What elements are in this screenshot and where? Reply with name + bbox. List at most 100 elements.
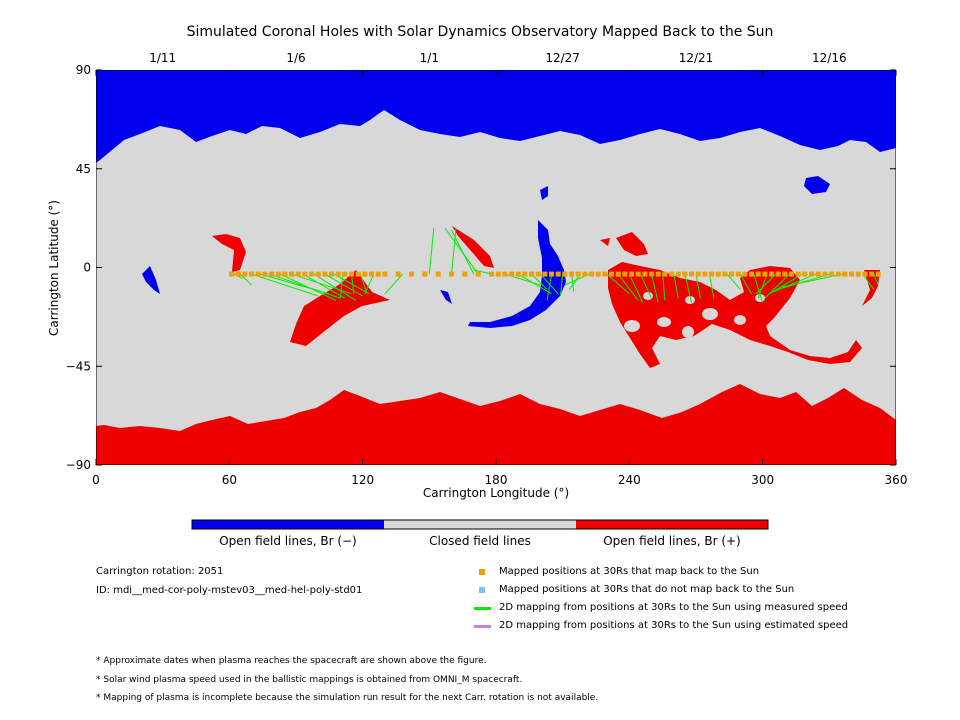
x-tick-label: 180 (485, 473, 508, 487)
mapped-position (815, 271, 821, 277)
coronal-hole-voids (624, 292, 765, 338)
mapped-position (809, 271, 815, 277)
x-tick-label: 300 (751, 473, 774, 487)
top-date-label: 12/16 (812, 51, 847, 65)
mapped-position (449, 271, 455, 277)
mapped-position (495, 271, 501, 277)
x-tick-label: 360 (885, 473, 908, 487)
mapped-position (569, 271, 575, 277)
mapping-link (662, 274, 666, 301)
mapped-position (829, 271, 835, 277)
mapped-position (769, 271, 775, 277)
legend-label-estimated: 2D mapping from positions at 30Rs to the… (499, 620, 849, 631)
mapped-position (502, 271, 508, 277)
mapped-position (729, 271, 735, 277)
y-tick-label: −45 (66, 359, 91, 373)
colorbar-closed (384, 520, 576, 529)
mapped-position (782, 271, 788, 277)
mapped-position (395, 271, 401, 277)
top-dates: 1/11 1/6 1/1 12/27 12/21 12/16 (149, 51, 846, 65)
legend-swatch-measured (474, 607, 491, 610)
mapping-link (651, 273, 659, 303)
mapped-position (662, 271, 668, 277)
y-axis-label: Carrington Latitude (°) (47, 200, 61, 336)
mapping-link (571, 274, 575, 292)
mapped-position (602, 271, 608, 277)
mapped-position (822, 271, 828, 277)
mapped-position (282, 271, 288, 277)
mapping-link (384, 273, 404, 295)
chart-title: Simulated Coronal Holes with Solar Dynam… (187, 24, 774, 40)
mapped-position (842, 271, 848, 277)
mapping-link (778, 273, 830, 290)
x-tick-label: 240 (618, 473, 641, 487)
mapping-link (862, 273, 875, 290)
x-axis-label: Carrington Longitude (°) (423, 486, 569, 500)
mapping-link (451, 227, 457, 275)
mapping-link (351, 274, 355, 294)
mapped-position (835, 271, 841, 277)
mapping-link (708, 273, 715, 299)
mapped-position (715, 271, 721, 277)
mapped-position (775, 271, 781, 277)
y-tick-label: 0 (83, 261, 91, 275)
note-1: * Approximate dates when plasma reaches … (96, 656, 487, 666)
mapped-position (515, 271, 521, 277)
mapping-link (280, 273, 337, 301)
mapped-position (615, 271, 621, 277)
mapped-position (489, 271, 495, 277)
top-date-label: 1/1 (420, 51, 439, 65)
mapping-link (726, 273, 741, 290)
mapped-position (342, 271, 348, 277)
mapped-position (622, 271, 628, 277)
mapping-link (639, 273, 653, 299)
mapped-position (749, 271, 755, 277)
mapped-position (609, 271, 615, 277)
mapping-link (240, 273, 252, 286)
mapped-position (875, 271, 881, 277)
mapped-position (849, 271, 855, 277)
mapped-position (509, 271, 515, 277)
mapped-position (682, 271, 688, 277)
mapped-position (869, 271, 875, 277)
mapped-position (535, 271, 541, 277)
mapped-position (475, 271, 481, 277)
mapping-link (517, 273, 552, 295)
mapping-link (444, 227, 479, 275)
mapping-link (684, 273, 693, 303)
mapped-position (329, 271, 335, 277)
top-date-label: 12/21 (679, 51, 714, 65)
top-date-label: 12/27 (545, 51, 580, 65)
colorbar-label-pos: Open field lines, Br (+) (603, 534, 741, 548)
mapped-position (315, 271, 321, 277)
mapping-link (313, 273, 357, 301)
mapped-position (702, 271, 708, 277)
mapping-link (769, 273, 803, 295)
mapped-position (542, 271, 548, 277)
mapping-link (753, 273, 764, 303)
mapping-link (540, 273, 559, 295)
mapping-link (251, 273, 319, 297)
plot-area (96, 70, 896, 465)
mapping-link (695, 273, 701, 299)
mapping-link (606, 273, 630, 295)
legend-swatch-unmapped (479, 587, 485, 593)
x-axis: 0 60 120 180 240 300 360 (92, 70, 907, 487)
mapped-position (262, 271, 268, 277)
mapping-link (559, 274, 564, 297)
mapped-position (669, 271, 675, 277)
mapped-position (355, 271, 361, 277)
mapping-link (339, 274, 344, 299)
mapped-position (735, 271, 741, 277)
mapped-position (742, 271, 748, 277)
mapping-link (740, 273, 752, 295)
colorbar-frame (191, 519, 769, 530)
mapping-link (546, 274, 553, 301)
south-polar-coronal-hole (96, 384, 896, 465)
mapped-position (655, 271, 661, 277)
mapping-link (324, 273, 363, 297)
mapped-position (369, 271, 375, 277)
mapped-position (642, 271, 648, 277)
legend-label-mapped: Mapped positions at 30Rs that map back t… (499, 566, 760, 577)
mapping-link (333, 273, 370, 295)
